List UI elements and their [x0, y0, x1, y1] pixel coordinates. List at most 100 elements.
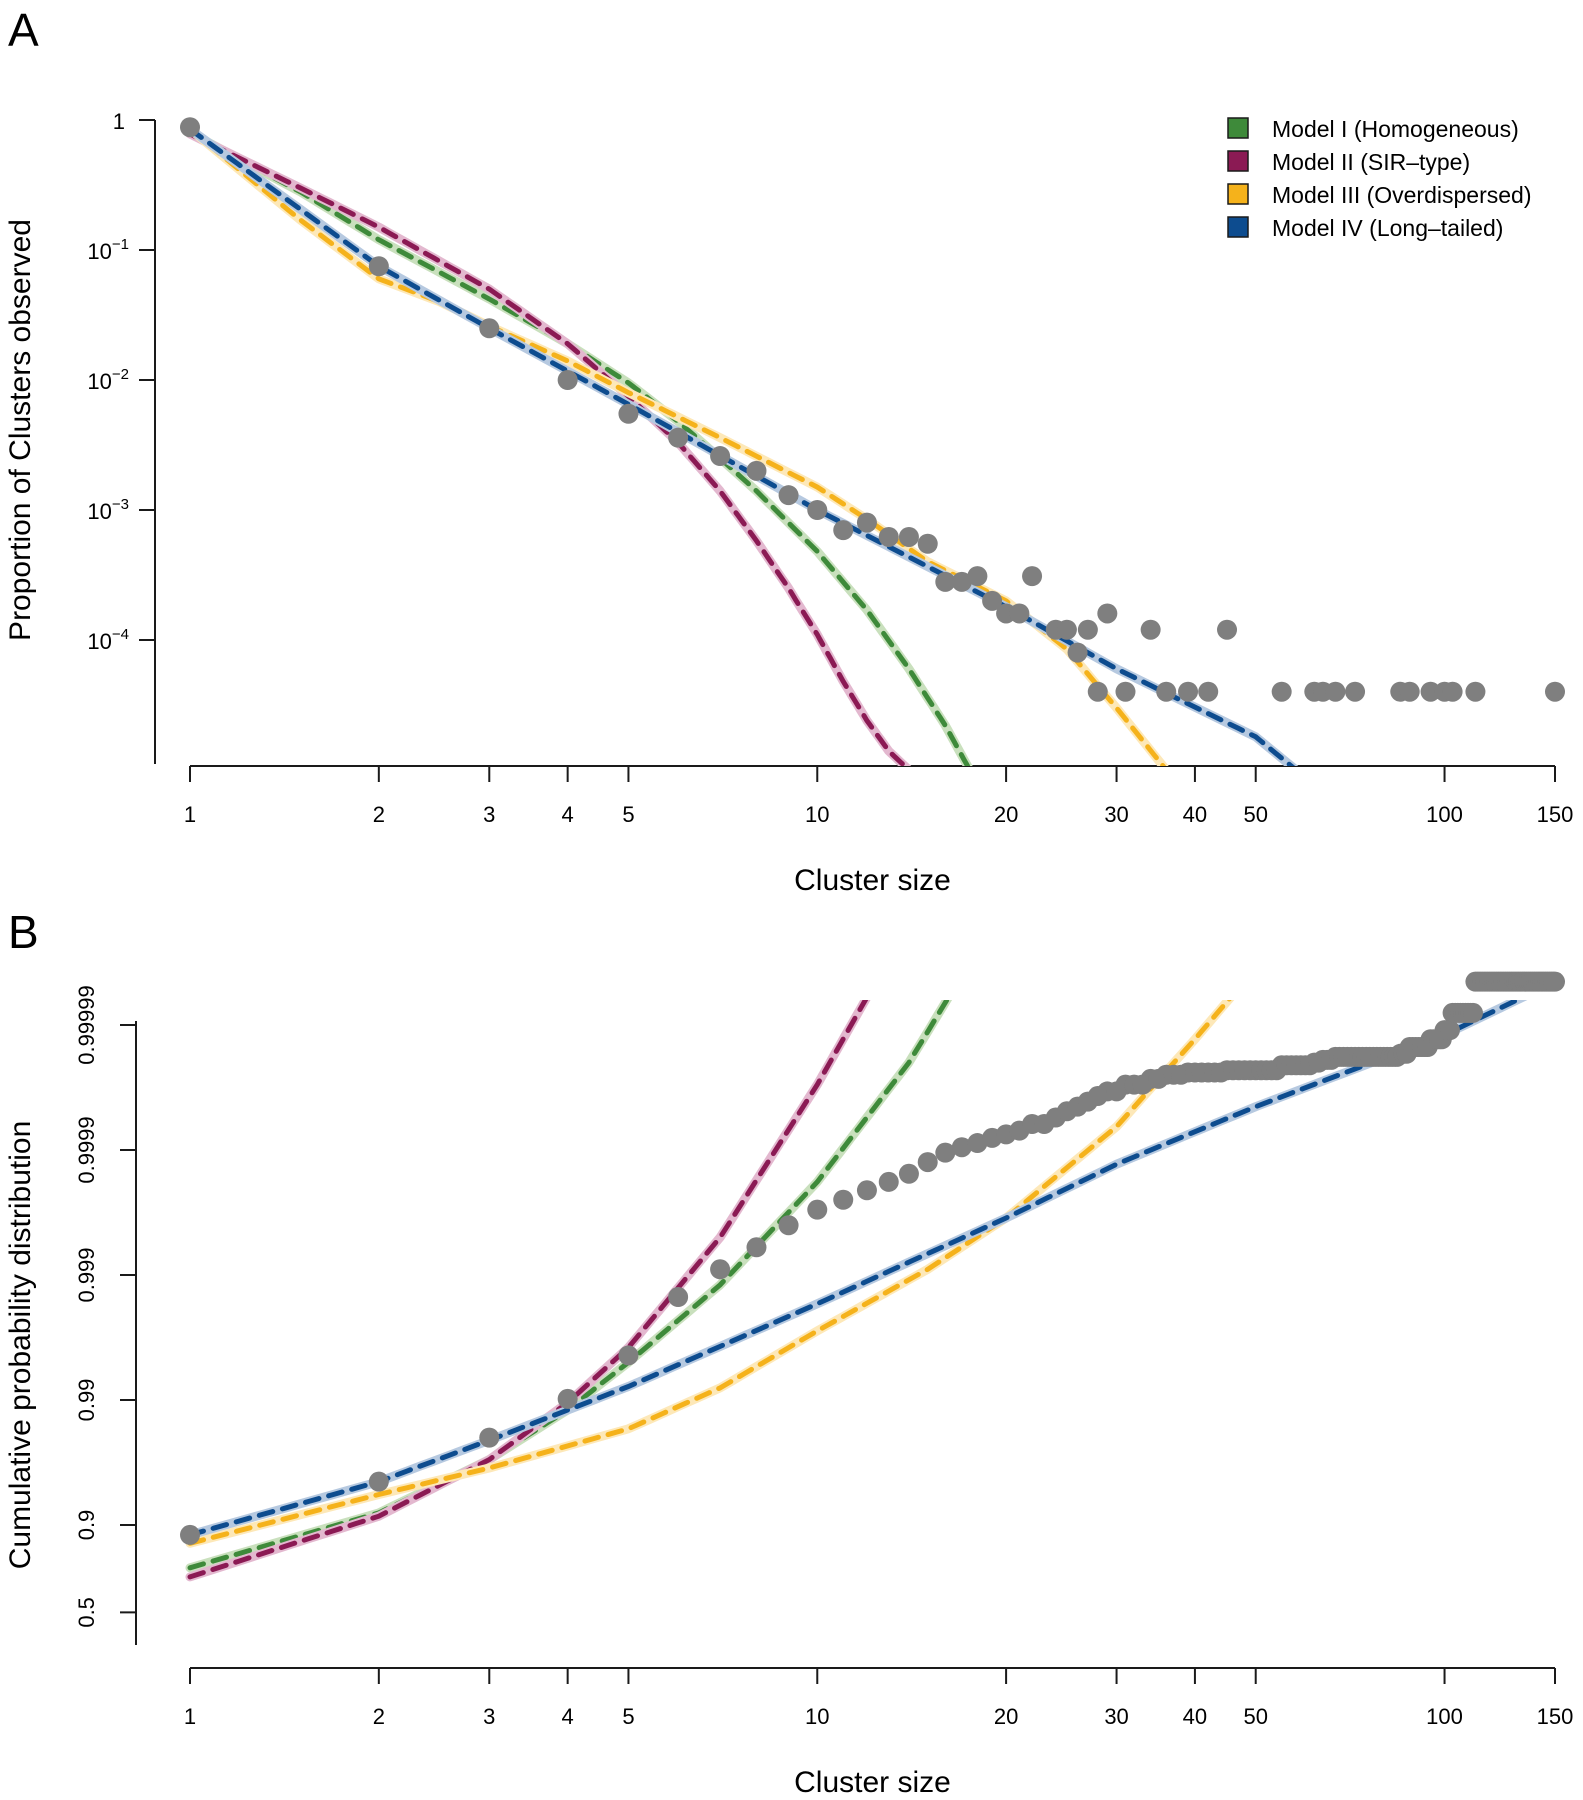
legend-swatch: [1227, 150, 1249, 172]
panel-b-observed-point: [917, 1152, 938, 1173]
panel-b-x-tick-label: 20: [994, 1704, 1018, 1729]
legend-item-model-ii-sir-type: Model II (SIR–type): [1227, 149, 1470, 175]
panel-a-chart: 1 10−1 10−2 10−3 10−4 1 2 3 4 5 10 20 30 40 50 100 150 C…: [4, 109, 1573, 897]
panel-a-observed-point: [1115, 681, 1136, 702]
panel-b-series-model-i-homogeneous: [185, 1000, 953, 1573]
panel-a-observed-point: [1178, 681, 1199, 702]
panel-a-y-tick-label: 10−2: [87, 366, 129, 394]
panel-a-series-line: [187, 131, 909, 766]
panel-b-observed-point: [618, 1345, 639, 1366]
panel-b-model-curves: [185, 1000, 1528, 1582]
panel-a-series-line: [187, 130, 971, 766]
panel-a-observed-point: [746, 460, 767, 481]
panel-b-observed-point: [1034, 1114, 1055, 1135]
panel-b-y-tick-label: 0.99999: [74, 985, 99, 1065]
panel-b-observed-point: [180, 1524, 200, 1545]
panel-b-y-tick-label: 0.9: [74, 1510, 99, 1541]
panel-a-x-tick-label: 5: [622, 802, 634, 827]
panel-a-axes: 1 10−1 10−2 10−3 10−4 1 2 3 4 5 10 20 30 40 50 100 150: [87, 109, 1573, 827]
panel-a-observed-point: [935, 571, 956, 592]
panel-a-series-halo: [185, 129, 912, 766]
panel-a-x-tick-label: 2: [373, 802, 385, 827]
panel-b-y-tick-label: 0.9999: [74, 1116, 99, 1183]
panel-a-y-tick-label: 10−3: [87, 496, 129, 524]
panel-b-x-tick-label: 5: [622, 1704, 634, 1729]
panel-a-observed-point: [1399, 681, 1420, 702]
panel-a-observed-point: [1087, 681, 1108, 702]
panel-b-observed-point: [1543, 971, 1564, 992]
panel-a-series-model-iii-overdispersed: [185, 124, 1169, 766]
panel-a-observed-point: [618, 403, 639, 424]
legend-label: Model III (Overdispersed): [1272, 182, 1531, 208]
panel-a-observed-point: [967, 566, 988, 587]
panel-a-observed-point: [1271, 681, 1292, 702]
panel-a-y-axis-title: Proportion of Clusters observed: [4, 219, 37, 641]
panel-b-series-line: [187, 1000, 869, 1580]
panel-a-x-axis-title: Cluster size: [794, 864, 951, 897]
panel-b-y-tick-label: 0.5: [74, 1597, 99, 1628]
panel-b-series-halo: [185, 1000, 871, 1582]
panel-b-series-halo: [185, 1000, 1235, 1548]
panel-b-observed-point: [856, 1180, 877, 1201]
panel-b-observed-point: [898, 1163, 919, 1184]
legend-label: Model IV (Long–tailed): [1272, 215, 1503, 241]
panel-b-y-tick-label: 0.99: [74, 1379, 99, 1422]
panel-b-observed-point: [479, 1427, 500, 1448]
panel-a-y-tick-label: 10−4: [87, 626, 129, 654]
panel-b-x-tick-label: 1: [184, 1704, 196, 1729]
panel-a-series-model-ii-sir-type: [185, 129, 912, 766]
panel-b-x-tick-label: 40: [1183, 1704, 1207, 1729]
panel-b-axes: 0.5 0.9 0.99 0.999 0.9999 0.99999 1 2 3 4 5 10 20 30 4…: [74, 985, 1573, 1729]
panel-b-series-line: [187, 1000, 1523, 1538]
panel-b-observed-point: [746, 1237, 767, 1258]
panel-b-x-tick-label: 10: [805, 1704, 829, 1729]
panel-a-x-tick-label: 1: [184, 802, 196, 827]
panel-a-observed-point: [557, 370, 578, 390]
legend: Model I (Homogeneous) Model II (SIR–type)…: [1227, 116, 1531, 241]
panel-label-a: A: [8, 4, 39, 56]
panel-a-x-tick-label: 4: [562, 802, 574, 827]
panel-a-observed-point: [1140, 619, 1161, 640]
panel-a-observed-point: [1442, 681, 1463, 702]
legend-label: Model II (SIR–type): [1272, 149, 1470, 175]
panel-b-x-tick-label: 2: [373, 1704, 385, 1729]
panel-a-series-line: [187, 126, 1167, 766]
panel-b-series-model-ii-sir-type: [185, 1000, 871, 1582]
panel-b-x-tick-label: 50: [1243, 1704, 1267, 1729]
legend-item-model-iv-long-tailed: Model IV (Long–tailed): [1227, 215, 1503, 241]
panel-a-observed-point: [1217, 619, 1238, 640]
panel-a-observed-point: [1009, 603, 1030, 624]
panel-a-series-halo: [185, 124, 1169, 766]
panel-b-observed-point: [1132, 1074, 1153, 1095]
panel-b-observed-point: [1439, 1020, 1460, 1041]
panel-a-observed-point: [368, 256, 389, 277]
panel-b-x-tick-label: 4: [562, 1704, 574, 1729]
panel-b-chart: 0.5 0.9 0.99 0.999 0.9999 0.99999 1 2 3 4 5 10 20 30 4…: [4, 971, 1573, 1799]
panel-b-observed-point: [935, 1142, 956, 1163]
panel-a-observed-point: [982, 590, 1003, 611]
panel-a-model-curves: [185, 124, 1299, 766]
panel-b-observed-point: [833, 1189, 854, 1210]
panel-b-observed-point: [710, 1259, 731, 1280]
panel-a-x-tick-label: 50: [1243, 802, 1267, 827]
panel-a-x-tick-label: 150: [1537, 802, 1574, 827]
panel-a-observed-point: [878, 526, 899, 547]
panel-b-y-axis-title: Cumulative probability distribution: [4, 1121, 37, 1570]
panel-a-observed-point: [898, 526, 919, 547]
panel-a-observed-point: [1465, 681, 1486, 702]
panel-b-observed-points: [180, 971, 1565, 1545]
panel-a-observed-point: [1545, 681, 1565, 702]
panel-a-observed-point: [1056, 619, 1077, 640]
legend-item-model-i-homogeneous: Model I (Homogeneous): [1227, 116, 1519, 142]
panel-b-observed-point: [668, 1287, 689, 1308]
panel-a-observed-point: [1077, 619, 1098, 640]
panel-b-series-halo: [185, 1000, 953, 1573]
panel-b-series-line: [187, 1000, 950, 1571]
panel-a-x-tick-label: 100: [1426, 802, 1463, 827]
panel-a-observed-point: [1022, 566, 1043, 587]
legend-swatch: [1227, 117, 1249, 139]
panel-a-observed-point: [710, 446, 731, 467]
panel-a-x-tick-label: 40: [1183, 802, 1207, 827]
panel-b-x-axis-title: Cluster size: [794, 1766, 951, 1799]
panel-b-x-tick-label: 100: [1426, 1704, 1463, 1729]
